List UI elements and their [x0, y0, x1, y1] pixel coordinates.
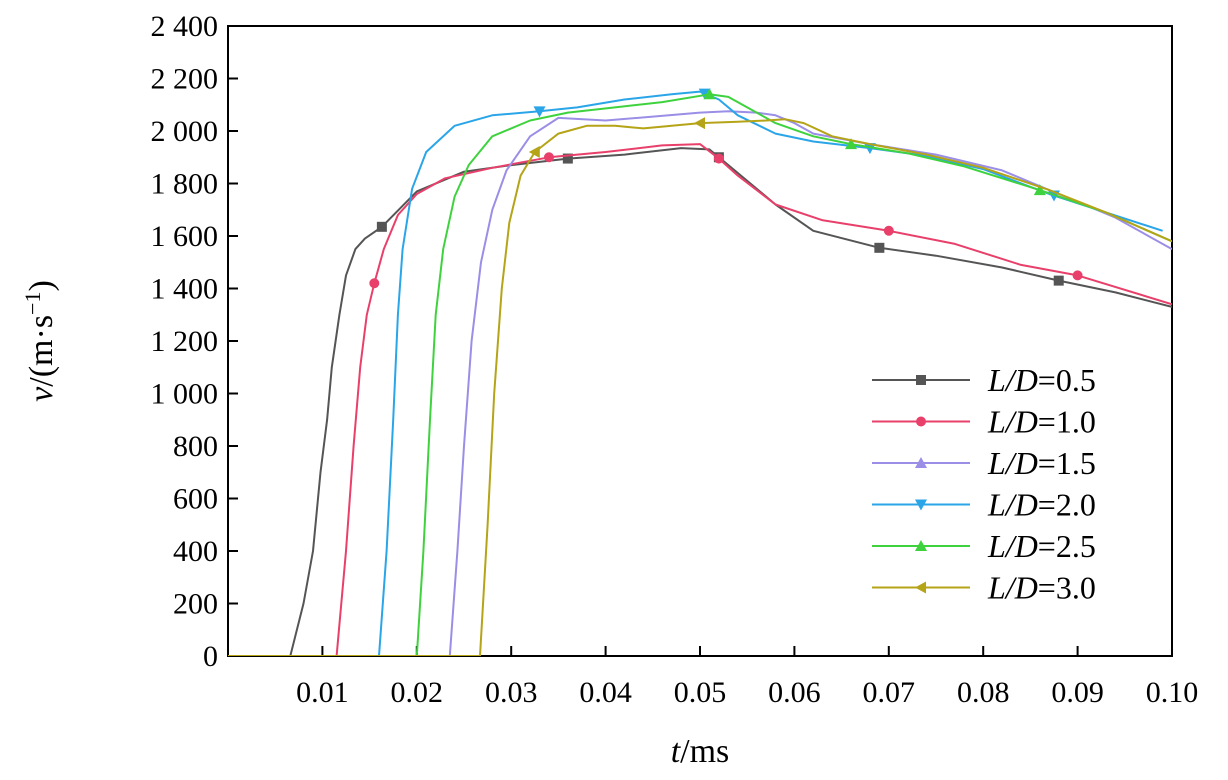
- legend-item: L/D=2.0: [872, 487, 1096, 523]
- y-tick-label: 2 200: [151, 63, 219, 96]
- data-point-marker: [703, 88, 716, 100]
- data-point-marker: [1072, 270, 1083, 281]
- legend: L/D=0.5 L/D=1.0 L/D=1.5 L/D=2.0 L/D=2.5 L/D=3…: [872, 362, 1096, 606]
- legend-label: L/D=1.0: [987, 404, 1096, 440]
- legend-marker: [915, 499, 927, 511]
- data-point-marker: [1053, 275, 1064, 286]
- data-point-marker: [845, 138, 858, 150]
- x-tick-label: 0.10: [1146, 676, 1199, 709]
- y-axis-ticks: 0 200 400 600 800 1 000 1 200 1 400 1 600 1 800 2 …: [151, 10, 238, 673]
- y-tick-label: 600: [173, 483, 218, 516]
- series-2: [228, 143, 1172, 656]
- x-tick-label: 0.06: [768, 676, 821, 709]
- x-axis-unit: /ms: [680, 733, 729, 770]
- x-tick-label: 0.01: [296, 676, 349, 709]
- legend-label: L/D=2.5: [987, 528, 1096, 564]
- legend-label: L/D=2.0: [987, 487, 1096, 523]
- legend-marker: [915, 581, 926, 594]
- series-line: [228, 118, 1172, 656]
- legend-marker: [916, 416, 926, 427]
- data-point-marker: [1033, 184, 1046, 196]
- legend-label: L/D=1.5: [987, 445, 1096, 481]
- legend-label: L/D=0.5: [987, 362, 1096, 398]
- data-point-marker: [369, 278, 380, 289]
- data-point-marker: [883, 225, 894, 236]
- legend-item: L/D=3.0: [872, 570, 1096, 606]
- series-3: [228, 110, 1172, 656]
- legend-item: L/D=0.5: [872, 362, 1096, 398]
- legend-item: L/D=1.0: [872, 404, 1096, 440]
- y-axis-unit-close: ): [23, 280, 60, 291]
- data-point-marker: [376, 221, 387, 232]
- y-tick-label: 400: [173, 535, 218, 568]
- x-axis-ticks: 0.01 0.02 0.03 0.04 0.05 0.06 0.07 0.08 0.09 0.10: [296, 646, 1198, 709]
- legend-marker: [915, 540, 927, 551]
- x-axis-label: t/ms: [671, 733, 730, 770]
- series-6: [228, 117, 1172, 656]
- y-axis-label: v/(m·s−1): [20, 280, 61, 402]
- data-point-marker: [694, 117, 705, 130]
- x-tick-label: 0.03: [485, 676, 538, 709]
- data-point-marker: [713, 153, 724, 164]
- x-tick-label: 0.08: [957, 676, 1010, 709]
- x-tick-label: 0.02: [391, 676, 444, 709]
- y-axis-variable: v: [23, 386, 60, 402]
- x-tick-label: 0.04: [579, 676, 632, 709]
- series-line: [228, 93, 1172, 656]
- legend-marker: [916, 375, 926, 385]
- y-tick-label: 1 600: [151, 220, 219, 253]
- y-tick-label: 1 400: [151, 273, 219, 306]
- legend-item: L/D=2.5: [872, 528, 1096, 564]
- legend-item: L/D=1.5: [872, 445, 1096, 481]
- y-tick-label: 0: [203, 640, 218, 673]
- x-tick-label: 0.07: [863, 676, 916, 709]
- data-point-marker: [543, 152, 554, 163]
- y-tick-label: 1 000: [151, 378, 219, 411]
- x-tick-label: 0.09: [1051, 676, 1104, 709]
- y-tick-label: 1 800: [151, 168, 219, 201]
- data-point-marker: [528, 146, 540, 158]
- series-line: [228, 110, 1172, 656]
- y-tick-label: 200: [173, 588, 218, 621]
- y-axis-unit-exponent: −1: [20, 292, 45, 315]
- y-tick-label: 2 000: [151, 115, 219, 148]
- data-point-marker: [874, 242, 885, 253]
- y-tick-label: 1 200: [151, 325, 219, 358]
- y-axis-unit: /(m·s: [23, 315, 60, 387]
- data-point-marker: [533, 106, 546, 118]
- y-tick-label: 800: [173, 430, 218, 463]
- data-point-marker: [562, 153, 573, 164]
- plot-area: [227, 25, 1173, 657]
- series-line: [228, 90, 1163, 656]
- x-axis-variable: t: [671, 733, 682, 770]
- legend-marker: [915, 457, 927, 468]
- series-5: [228, 88, 1172, 656]
- series-layer: [228, 88, 1172, 656]
- x-tick-label: 0.05: [674, 676, 727, 709]
- legend-label: L/D=3.0: [987, 570, 1096, 606]
- y-tick-label: 2 400: [151, 10, 219, 43]
